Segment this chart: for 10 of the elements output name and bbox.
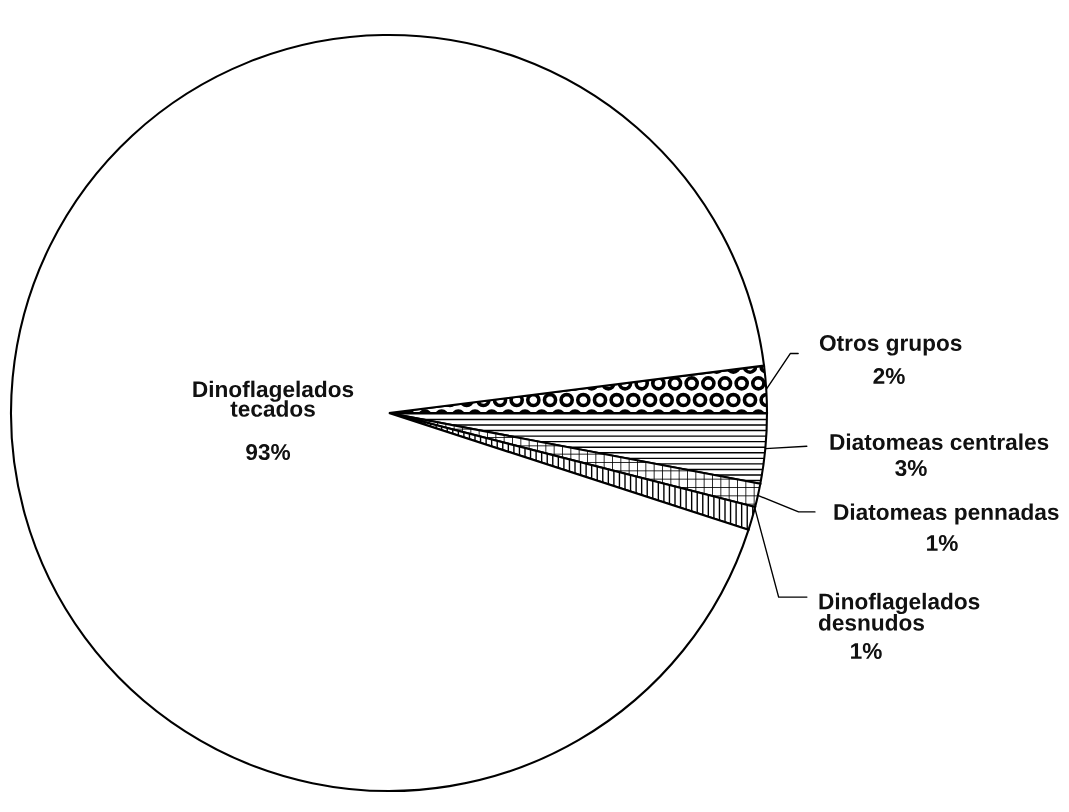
slice-label: Dinoflagelados tecados	[193, 380, 354, 417]
data-label: 2%	[873, 368, 905, 385]
data-label: 1%	[927, 535, 958, 552]
slice-label: Otros grupos	[819, 334, 962, 356]
data-label: 1%	[851, 643, 882, 660]
data-label: 93%	[246, 444, 291, 461]
slice-label: Dinoflagelados desnudos	[818, 592, 980, 631]
data-label: 3%	[895, 460, 927, 477]
slice-label: Diatomeas pennadas	[834, 503, 1059, 525]
slice-label: Diatomeas centrales	[830, 433, 1049, 451]
